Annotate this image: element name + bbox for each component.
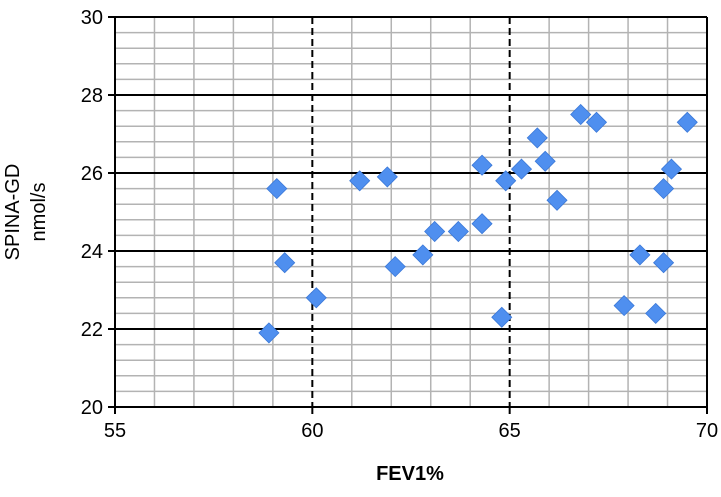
data-point-diamond <box>570 103 592 126</box>
data-point-diamond <box>258 322 280 344</box>
x-tick-label: 65 <box>499 420 521 442</box>
data-point-diamond <box>447 220 469 243</box>
data-point-diamond <box>274 252 296 274</box>
data-point-diamond <box>384 256 406 278</box>
data-point-diamond <box>471 154 493 176</box>
data-point-diamond <box>412 244 434 266</box>
data-point-diamond <box>471 213 493 235</box>
y-tick-label: 26 <box>81 163 103 185</box>
data-point-diamond <box>526 127 548 149</box>
data-point-diamond <box>349 170 371 192</box>
data-points <box>258 103 698 344</box>
minor-gridlines <box>115 17 707 407</box>
y-axis-unit: nmol/s <box>28 183 50 242</box>
data-point-diamond <box>653 252 675 274</box>
data-point-diamond <box>660 158 683 180</box>
x-tick-label: 70 <box>696 420 718 442</box>
data-point-diamond <box>534 150 556 172</box>
x-axis-title: FEV1% <box>376 463 444 485</box>
y-tick-label: 30 <box>81 7 103 29</box>
major-gridlines <box>115 17 707 407</box>
y-axis-title: SPINA-GD <box>2 164 24 261</box>
data-point-diamond <box>653 178 675 200</box>
data-point-diamond <box>613 295 635 317</box>
y-tick-label: 20 <box>81 397 103 419</box>
x-axis-ticks: 55 60 65 70 <box>104 407 718 442</box>
x-tick-label: 55 <box>104 420 126 442</box>
data-point-diamond <box>305 287 327 309</box>
data-point-diamond <box>376 166 398 188</box>
y-tick-label: 24 <box>81 241 103 263</box>
x-tick-label: 60 <box>301 420 323 442</box>
data-point-diamond <box>495 170 517 192</box>
data-point-diamond <box>676 111 698 133</box>
data-point-diamond <box>585 111 608 133</box>
y-tick-label: 28 <box>81 85 103 107</box>
data-point-diamond <box>491 306 513 328</box>
y-tick-label: 22 <box>81 319 103 341</box>
data-point-diamond <box>510 158 533 180</box>
y-axis-ticks: 20 22 24 26 28 30 <box>81 7 115 419</box>
data-point-diamond <box>629 244 651 266</box>
data-point-diamond <box>546 189 568 211</box>
data-point-diamond <box>645 302 667 324</box>
plot-axes <box>114 16 708 408</box>
data-point-diamond <box>266 178 288 200</box>
data-point-diamond <box>424 220 446 243</box>
